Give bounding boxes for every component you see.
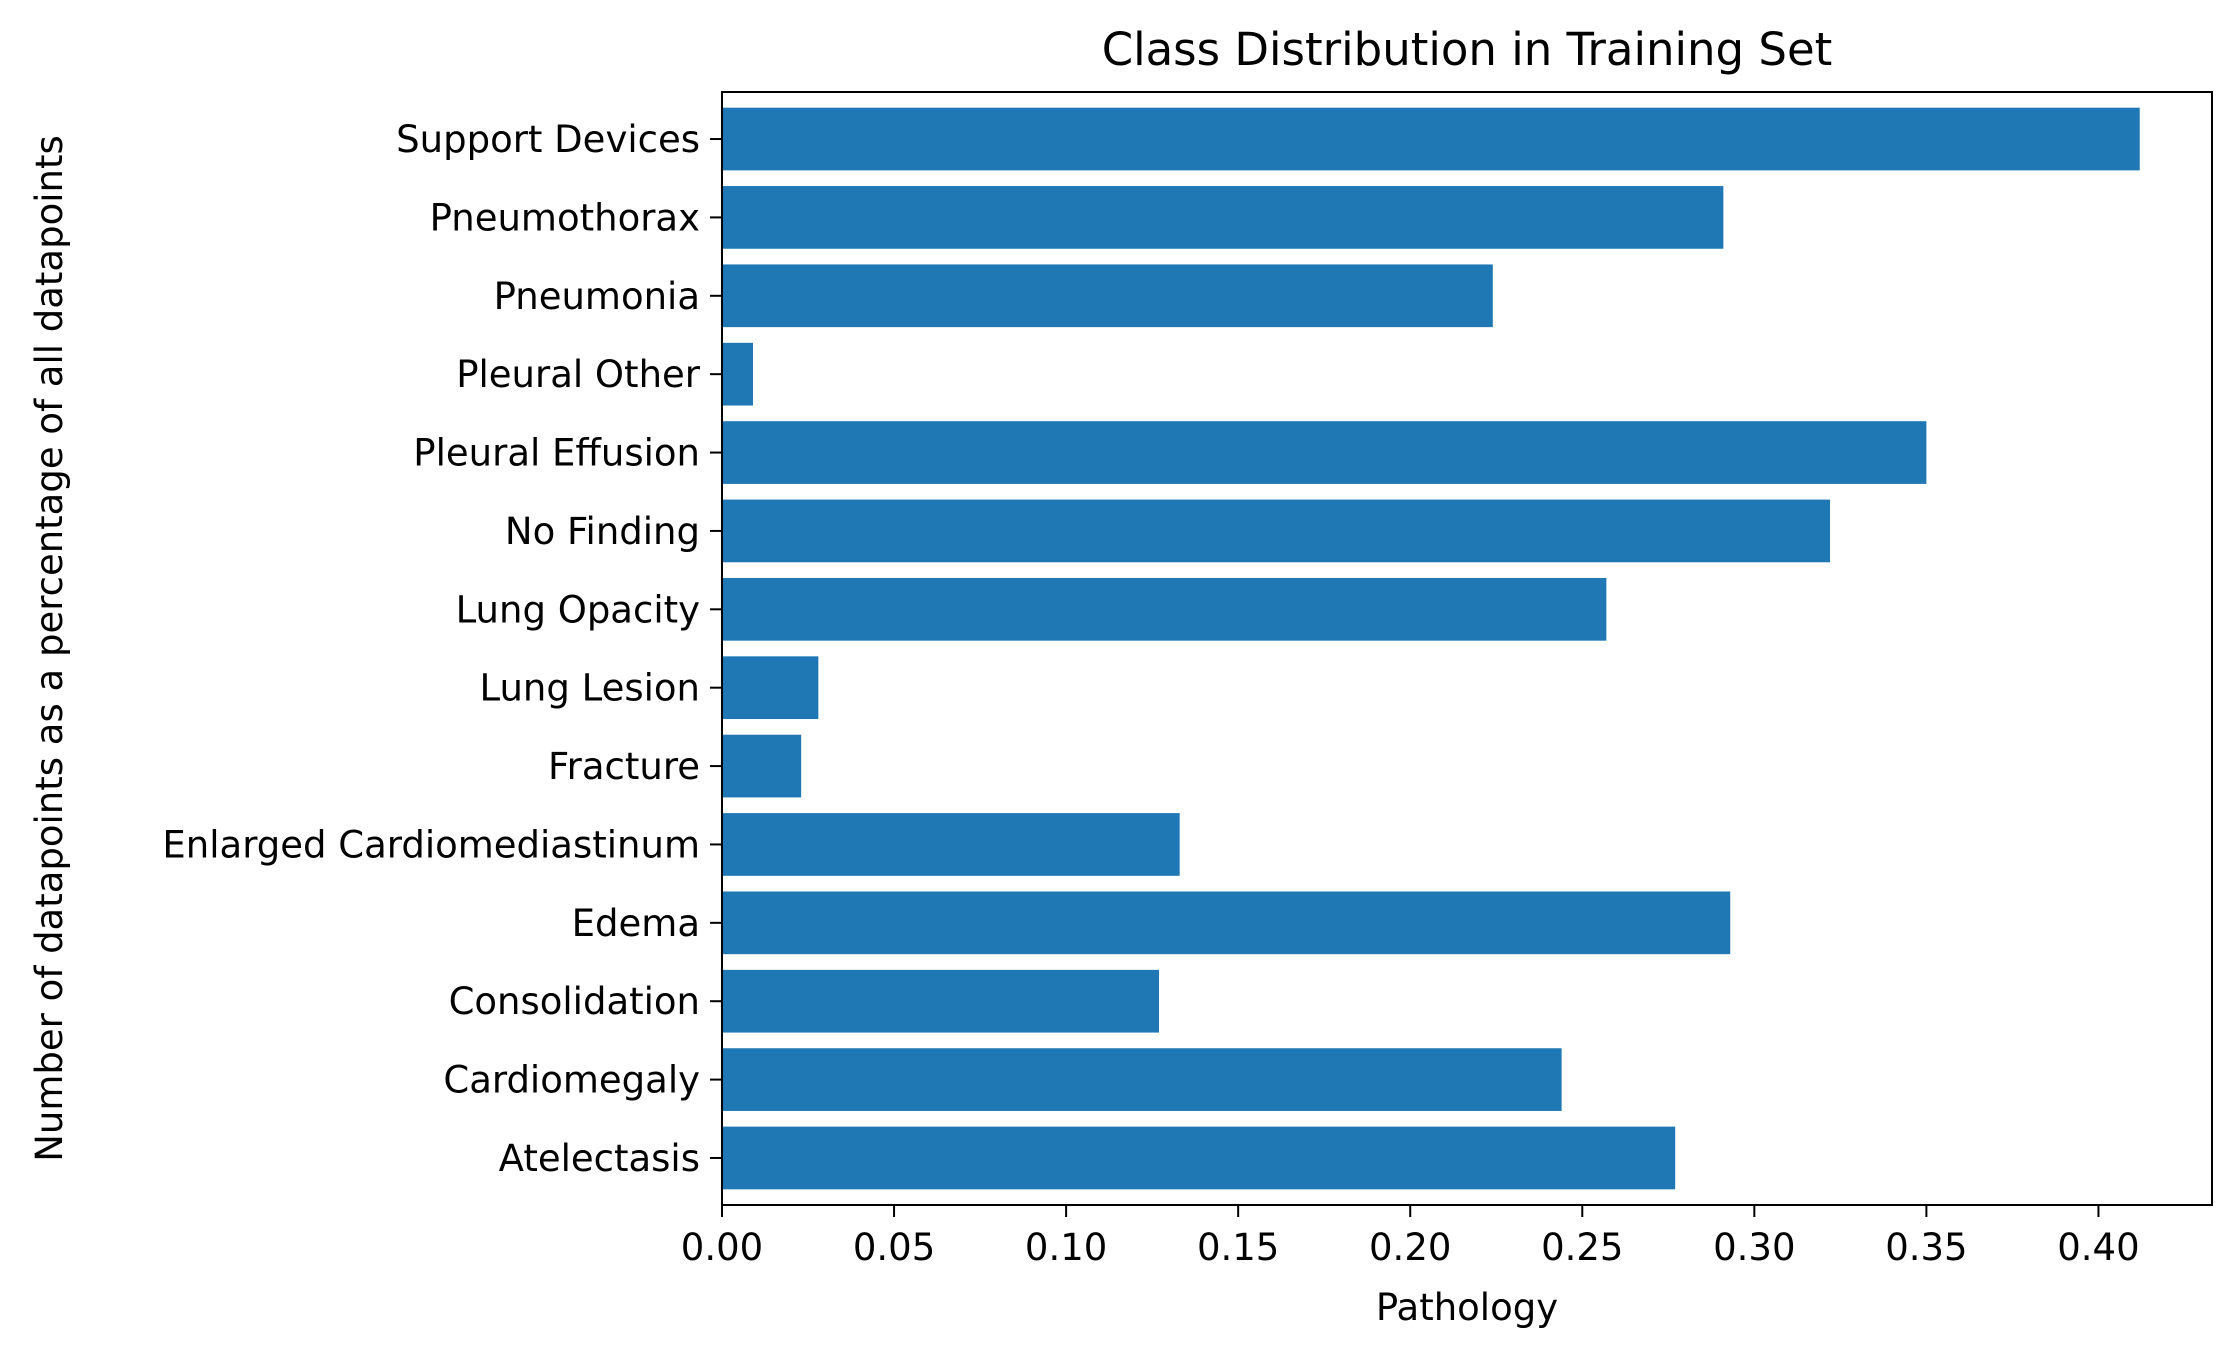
y-axis-ticks: Atelectasis Cardiomegaly Consolidation Edem… — [162, 118, 722, 1180]
y-tick-label: Pleural Other — [456, 353, 701, 396]
x-tick-label: 0.05 — [853, 1226, 935, 1269]
bars-layer — [722, 107, 2140, 1190]
y-tick-label: Cardiomegaly — [443, 1059, 700, 1102]
x-tick-label: 0.00 — [681, 1226, 763, 1269]
x-tick-label: 0.10 — [1025, 1226, 1107, 1269]
bar-lung-opacity — [722, 577, 1607, 641]
x-axis-ticks: 0.00 0.05 0.10 0.15 0.20 0.25 0.30 0.35 0.40 — [681, 1205, 2140, 1269]
y-tick-label: Atelectasis — [499, 1137, 700, 1180]
x-axis-label: Pathology — [1376, 1286, 1558, 1329]
bar-atelectasis — [722, 1126, 1676, 1190]
x-tick-label: 0.30 — [1713, 1226, 1795, 1269]
bar-support-devices — [722, 107, 2140, 171]
plot-area-frame — [721, 91, 2213, 1206]
x-tick-label: 0.15 — [1197, 1226, 1279, 1269]
x-tick-label: 0.40 — [2057, 1226, 2139, 1269]
y-tick-label: Pleural Effusion — [413, 432, 700, 475]
y-axis-label: Number of datapoints as a percentage of … — [28, 135, 71, 1162]
y-tick-label: No Finding — [505, 510, 700, 553]
bar-pneumothorax — [722, 186, 1724, 249]
bar-lung-lesion — [722, 656, 819, 720]
x-tick-label: 0.20 — [1369, 1226, 1451, 1269]
y-tick-label: Fracture — [548, 745, 700, 788]
bar-no-finding — [722, 499, 1831, 563]
y-tick-label: Support Devices — [396, 118, 700, 161]
chart-title: Class Distribution in Training Set — [1102, 23, 1833, 76]
y-tick-label: Consolidation — [449, 980, 700, 1023]
y-tick-label: Edema — [572, 902, 700, 945]
bar-fracture — [722, 734, 802, 798]
bar-pleural-effusion — [722, 421, 1927, 484]
y-tick-label: Enlarged Cardiomediastinum — [162, 823, 700, 866]
y-tick-label: Lung Lesion — [480, 667, 700, 710]
bar-cardiomegaly — [722, 1048, 1562, 1111]
y-tick-label: Pneumonia — [494, 275, 700, 318]
bar-pneumonia — [722, 264, 1493, 328]
y-tick-label: Lung Opacity — [456, 588, 700, 631]
x-tick-label: 0.25 — [1541, 1226, 1623, 1269]
x-tick-label: 0.35 — [1885, 1226, 1967, 1269]
y-tick-label: Pneumothorax — [430, 196, 700, 239]
bar-consolidation — [722, 969, 1160, 1033]
bar-enlarged-cardiomediastinum — [722, 813, 1180, 876]
bar-pleural-other — [722, 342, 753, 406]
bar-edema — [722, 891, 1731, 955]
